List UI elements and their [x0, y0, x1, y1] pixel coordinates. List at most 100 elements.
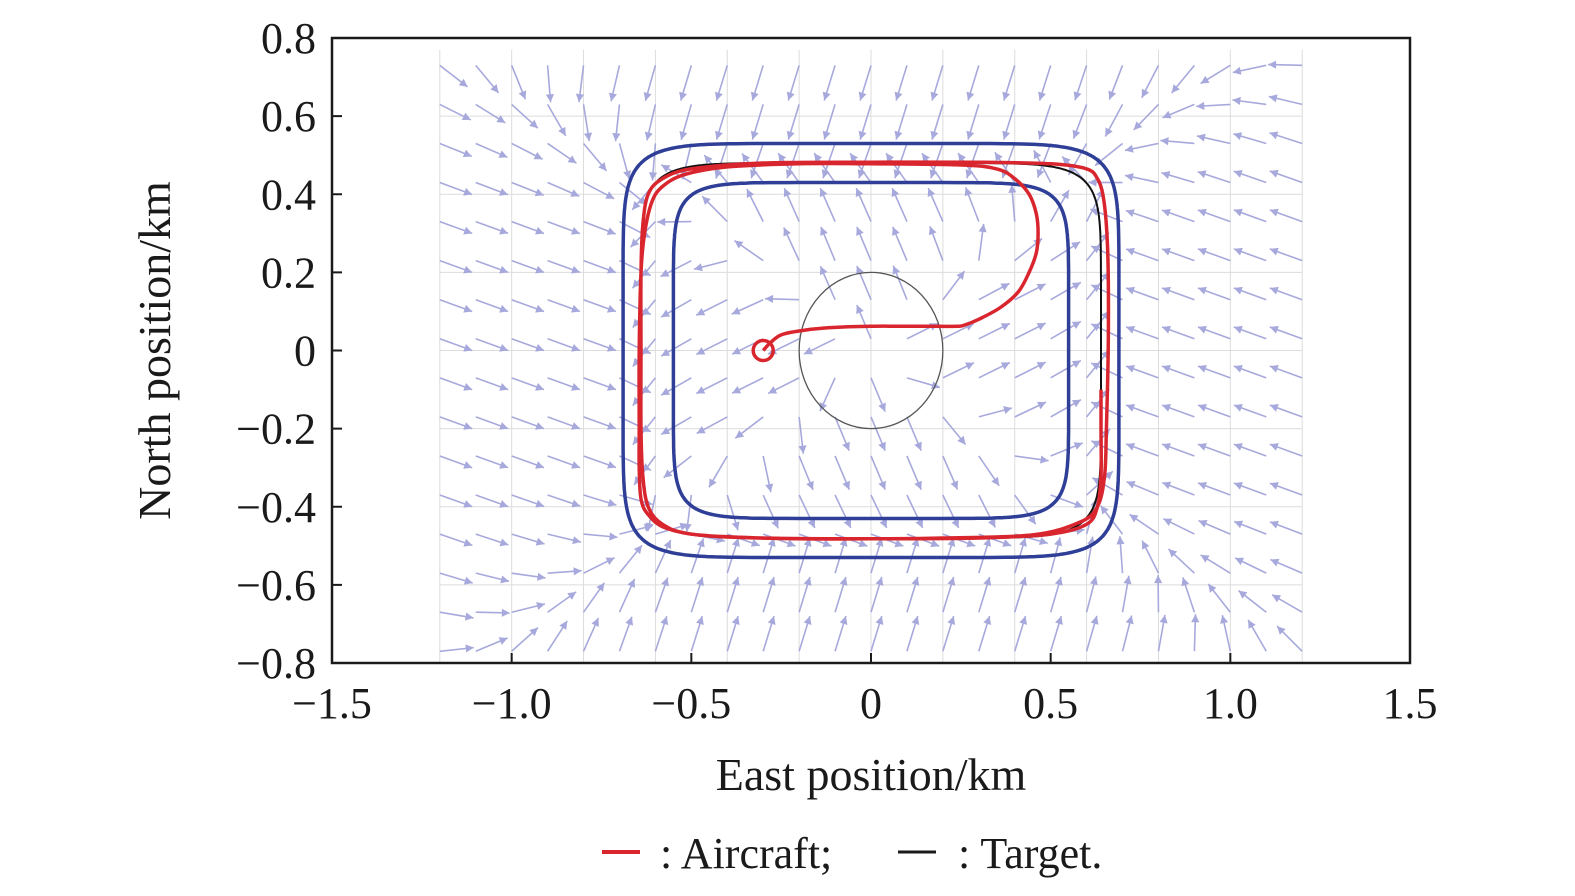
x-tick-label: 0: [860, 679, 882, 728]
vector-arrow-head: [893, 169, 902, 179]
vector-arrow-head: [499, 343, 509, 352]
vector-arrow: [870, 615, 884, 652]
vector-arrow: [1049, 615, 1063, 652]
vector-arrow: [1269, 286, 1303, 301]
vector-arrow: [834, 576, 848, 613]
vector-arrow: [783, 227, 800, 261]
vector-arrow-head: [583, 132, 593, 141]
vector-arrow: [942, 615, 956, 652]
vector-arrow-head: [1037, 130, 1046, 140]
vector-arrow-head: [1033, 150, 1042, 160]
vector-arrow: [547, 142, 577, 164]
vector-arrow: [582, 617, 600, 652]
vector-arrow: [786, 65, 800, 101]
vector-arrow-head: [1002, 130, 1011, 140]
y-tick-label: 0.8: [261, 14, 316, 63]
vector-arrow-head: [463, 383, 473, 391]
vector-arrow: [583, 181, 615, 200]
vector-arrow-head: [1233, 364, 1243, 373]
vector-arrow-head: [606, 304, 616, 313]
vector-arrow: [870, 377, 886, 412]
vector-arrow-head: [630, 238, 640, 248]
vector-arrow-head: [536, 601, 545, 610]
vector-arrow: [1161, 286, 1195, 301]
vector-arrow: [1161, 481, 1195, 496]
vector-arrow: [475, 494, 509, 508]
vector-arrow: [1085, 615, 1099, 652]
vector-arrow: [1269, 364, 1303, 379]
vector-arrow-head: [842, 441, 850, 451]
vector-arrow-head: [1198, 481, 1207, 490]
vector-arrow: [1233, 520, 1267, 535]
vector-arrow: [906, 576, 920, 613]
vector-arrow-head: [570, 227, 580, 235]
vector-arrow-head: [598, 162, 607, 171]
vector-arrow-head: [1123, 575, 1132, 585]
vector-arrow-head: [1126, 442, 1136, 451]
vector-arrow: [631, 260, 657, 289]
vector-arrow-head: [1171, 84, 1180, 93]
vector-arrow: [439, 377, 473, 391]
vector-arrow-head: [499, 265, 509, 274]
vector-arrow-head: [1197, 208, 1207, 217]
vector-arrow: [511, 572, 546, 581]
vector-arrow: [547, 533, 582, 545]
vector-arrow-head: [857, 169, 866, 179]
vector-arrow: [583, 532, 618, 541]
aircraft-path-line: [637, 160, 1111, 541]
vector-arrow: [690, 576, 704, 613]
vector-arrow: [1269, 247, 1303, 262]
vector-arrow: [1247, 619, 1267, 652]
vector-arrow: [1197, 364, 1231, 379]
vector-arrow-head: [463, 422, 473, 430]
vector-arrow-head: [1154, 575, 1163, 584]
vector-arrow-head: [1233, 482, 1243, 490]
vector-arrow-head: [839, 577, 848, 586]
vector-arrow: [439, 103, 472, 121]
vector-arrow: [545, 65, 555, 103]
vector-arrow-head: [571, 343, 580, 352]
vector-arrow-head: [1019, 616, 1028, 625]
vector-arrow-head: [1235, 557, 1245, 566]
vector-arrow-head: [930, 130, 939, 140]
vector-arrow: [695, 299, 728, 316]
vector-arrow: [1162, 518, 1195, 535]
vector-arrow-head: [696, 577, 704, 587]
vector-arrow: [819, 187, 836, 222]
vector-arrow: [1271, 594, 1303, 613]
vector-arrow-head: [695, 616, 704, 626]
vector-arrow: [679, 104, 693, 141]
vector-arrow-head: [625, 616, 634, 626]
vector-arrow: [475, 103, 506, 124]
vector-arrow-head: [558, 126, 566, 136]
vector-arrow-head: [957, 435, 966, 445]
vector-arrow: [439, 338, 473, 352]
vector-arrow-head: [661, 387, 671, 396]
y-tick-label: −0.6: [236, 561, 316, 610]
vector-arrow: [750, 104, 764, 140]
vector-arrow-head: [1040, 455, 1049, 464]
vector-arrow-head: [1000, 323, 1010, 331]
vector-arrow-head: [803, 577, 812, 586]
vector-arrow: [511, 103, 539, 129]
vector-arrow-head: [892, 265, 901, 275]
vector-arrow: [978, 322, 1011, 340]
vector-arrow: [1197, 443, 1231, 457]
vector-arrow: [803, 338, 836, 355]
vector-arrow-head: [1073, 91, 1082, 101]
vector-arrow-head: [856, 226, 864, 236]
vector-arrow: [583, 259, 617, 274]
vector-arrow: [1233, 208, 1267, 223]
vector-arrow-head: [648, 172, 658, 181]
vector-arrow-head: [806, 480, 814, 490]
vector-arrow: [1196, 101, 1231, 110]
vector-arrow-head: [1124, 144, 1134, 153]
vector-arrow-head: [750, 91, 759, 101]
vector-arrow: [1050, 320, 1082, 340]
vector-arrow-head: [1105, 127, 1113, 137]
vector-arrow: [1125, 404, 1159, 418]
vector-arrow-head: [1162, 443, 1171, 451]
vector-arrow-head: [1233, 208, 1243, 217]
vector-arrow-head: [1091, 440, 1101, 449]
vector-arrow-head: [914, 480, 922, 490]
